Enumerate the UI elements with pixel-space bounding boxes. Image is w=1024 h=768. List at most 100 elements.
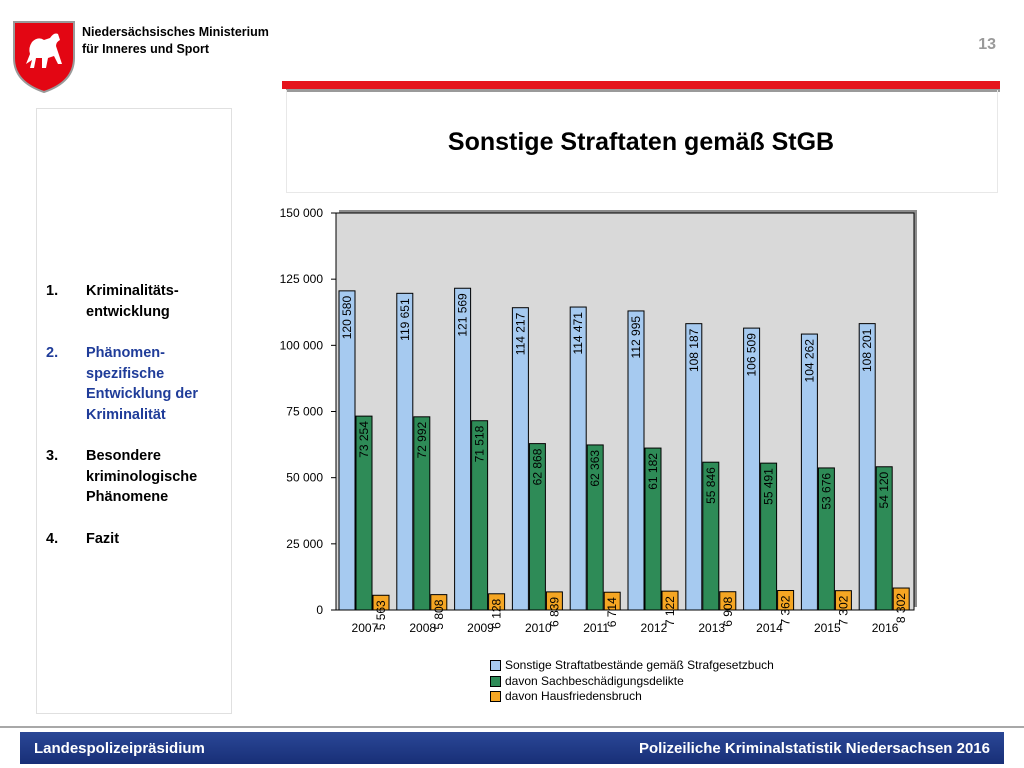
bar — [777, 590, 795, 611]
sidebar-item-number: 1. — [46, 283, 59, 299]
bar — [413, 416, 431, 611]
bar — [627, 310, 645, 611]
bar-data-label: 53 676 — [819, 473, 833, 510]
bar — [372, 594, 390, 611]
x-tick-label: 2013 — [698, 621, 725, 635]
legend-item-sachbeschaedigung: davon Sachbeschädigungsdelikte — [490, 674, 774, 690]
ministry-line-1: Niedersächsisches Ministerium — [82, 25, 269, 39]
bar-data-label: 72 992 — [415, 421, 429, 458]
sidebar-item-label: Fazit — [86, 530, 120, 547]
bar — [760, 462, 778, 611]
footer-divider — [0, 726, 1024, 728]
bar-data-label: 114 471 — [571, 312, 585, 355]
legend-swatch-sachbeschaedigung — [490, 675, 501, 687]
bar — [586, 444, 604, 611]
legend-label-sachbeschaedigung: davon Sachbeschädigungsdelikte — [505, 673, 684, 688]
bar — [743, 327, 761, 611]
bar — [817, 467, 835, 611]
bar — [355, 415, 373, 611]
sidebar-item-besondere-phaenomene[interactable]: 3. Besondere kriminologische Phänomene — [46, 446, 230, 508]
x-tick-label: 2011 — [583, 621, 609, 635]
legend-swatch-sonstige — [490, 660, 501, 672]
bar — [471, 420, 489, 611]
x-tick-label: 2010 — [525, 621, 552, 635]
ministry-name: Niedersächsisches Ministerium für Innere… — [82, 24, 269, 58]
y-tick-label: 100 000 — [280, 338, 324, 352]
bar-data-label: 6 839 — [547, 597, 561, 627]
header-accent-bar — [282, 81, 1000, 89]
bar-data-label: 114 217 — [513, 312, 527, 355]
page-number: 13 — [978, 36, 996, 53]
bar — [430, 594, 448, 611]
bar-data-label: 119 651 — [398, 298, 412, 341]
bar-data-label: 108 201 — [860, 328, 874, 372]
bar-data-label: 71 518 — [473, 425, 487, 462]
header-accent-shadow — [286, 89, 1000, 92]
bar — [661, 590, 679, 611]
x-tick-label: 2012 — [641, 621, 668, 635]
bar-data-label: 104 262 — [802, 339, 816, 383]
bar — [603, 591, 621, 611]
y-tick-label: 150 000 — [280, 206, 324, 220]
bar-data-label: 61 182 — [646, 453, 660, 490]
bar — [396, 292, 414, 611]
bar — [685, 323, 703, 611]
legend-label-hausfriedensbruch: davon Hausfriedensbruch — [505, 689, 642, 703]
footer-publication: Polizeiliche Kriminalstatistik Niedersac… — [639, 740, 990, 757]
bar-data-label: 6 908 — [721, 596, 735, 626]
title-frame — [286, 90, 998, 193]
bar-data-label: 54 120 — [877, 471, 891, 508]
x-tick-label: 2016 — [872, 621, 899, 635]
sidebar-item-fazit[interactable]: 4. Fazit — [46, 529, 230, 550]
bar-data-label: 120 580 — [340, 296, 354, 340]
bar-data-label: 6 128 — [490, 598, 504, 628]
bar — [719, 591, 737, 611]
bar-data-label: 55 491 — [762, 468, 776, 505]
bar-data-label: 55 846 — [704, 467, 718, 504]
bar-data-label: 6 714 — [605, 597, 619, 627]
sidebar-item-kriminalitaetsentwicklung[interactable]: 1. Kriminalitäts-entwicklung — [46, 281, 230, 322]
sidebar-item-number: 3. — [46, 448, 59, 464]
bar-data-label: 7 362 — [779, 595, 793, 625]
bar-data-label: 5 563 — [374, 600, 388, 630]
x-tick-label: 2007 — [352, 621, 379, 635]
chart-legend: Sonstige Straftatbestände gemäß Strafges… — [490, 658, 774, 705]
sidebar-item-label: Phänomen-spezifische Entwicklung der Kri… — [86, 345, 198, 423]
bar — [702, 461, 720, 611]
bar — [875, 466, 893, 611]
bar-data-label: 62 363 — [588, 450, 602, 487]
bar — [528, 443, 546, 611]
footer-bar: Landespolizeipräsidium Polizeiliche Krim… — [20, 732, 1004, 764]
bar — [892, 587, 910, 611]
bar-data-label: 7 302 — [836, 595, 850, 625]
sidebar-item-number: 4. — [46, 530, 59, 547]
y-tick-label: 0 — [316, 603, 323, 617]
ministry-line-2: für Inneres und Sport — [82, 42, 210, 56]
y-tick-label: 75 000 — [286, 405, 323, 419]
bar-data-label: 62 868 — [530, 448, 544, 485]
x-tick-label: 2015 — [814, 621, 841, 635]
legend-label-sonstige: Sonstige Straftatbestände gemäß Strafges… — [505, 658, 774, 672]
legend-swatch-hausfriedensbruch — [490, 691, 501, 703]
y-tick-label: 50 000 — [286, 471, 323, 485]
bar — [488, 593, 506, 611]
bar-data-label: 5 808 — [432, 599, 446, 629]
bar-data-label: 106 509 — [745, 333, 759, 377]
bar — [511, 307, 529, 611]
sidebar-menu: 1. Kriminalitäts-entwicklung 2. Phänomen… — [46, 281, 230, 570]
bar — [834, 590, 852, 611]
sidebar-item-label: Besondere kriminologische Phänomene — [86, 448, 198, 505]
x-tick-label: 2014 — [756, 621, 783, 635]
sidebar-item-number: 2. — [46, 345, 59, 361]
sidebar-panel — [36, 108, 232, 714]
bar — [644, 447, 662, 611]
sidebar-item-phaenomenspezifische-entwicklung[interactable]: 2. Phänomen-spezifische Entwicklung der … — [46, 343, 230, 425]
x-tick-label: 2009 — [467, 621, 494, 635]
bar — [338, 290, 356, 611]
bar-data-label: 108 187 — [687, 328, 701, 372]
bar — [800, 333, 818, 611]
bar-data-label: 112 995 — [629, 316, 643, 359]
legend-item-sonstige: Sonstige Straftatbestände gemäß Strafges… — [490, 658, 774, 674]
y-tick-label: 125 000 — [280, 272, 324, 286]
